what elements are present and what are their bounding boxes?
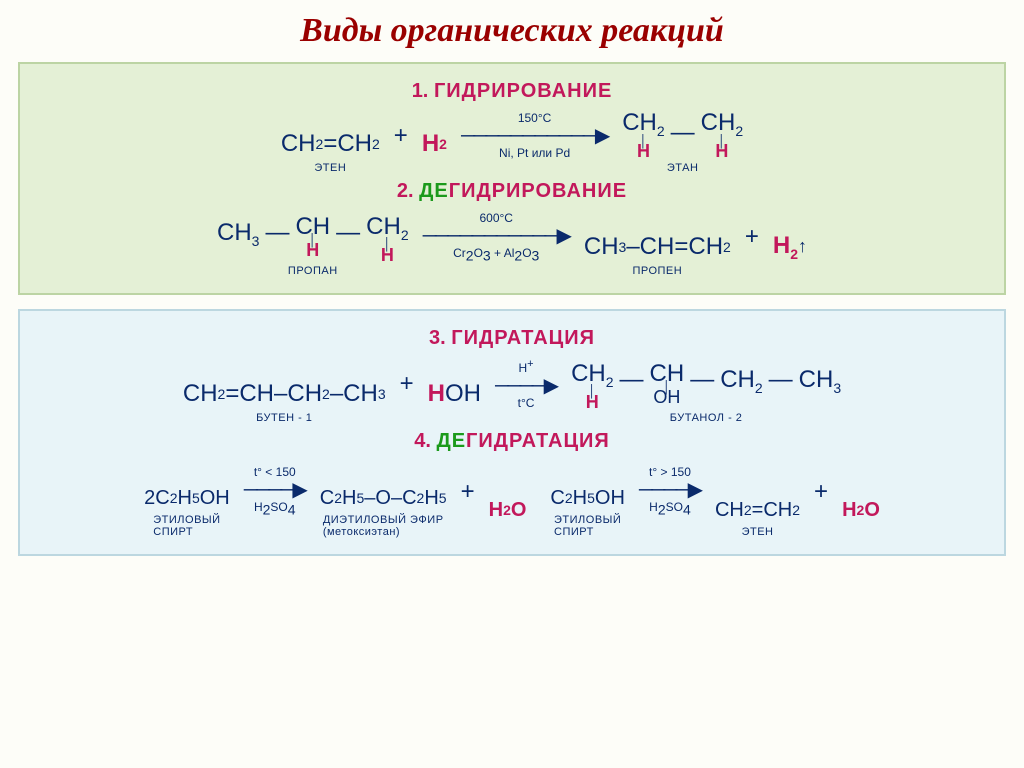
equation-4a: 2C2H5OH ЭТИЛОВЫЙСПИРТ t° < 150 ────▶ H2S… — [144, 465, 526, 537]
equation-4-row: 2C2H5OH ЭТИЛОВЫЙСПИРТ t° < 150 ────▶ H2S… — [34, 461, 990, 539]
plus-icon: + — [745, 223, 759, 265]
eq3-left: CH2=CH–CH2–CH3 БУТЕН - 1 — [183, 380, 386, 424]
equation-2: CH3— CH│H — CH2│H ПРОПАН 600°C ─────────… — [34, 211, 990, 277]
section-2-header: 2. ДЕГИДРИРОВАНИЕ — [34, 180, 990, 203]
sec1-num: 1. — [412, 80, 429, 102]
eq1-reagent: H2 — [422, 130, 447, 174]
eq2-right: CH3–CH=CH2 ПРОПЕН — [584, 233, 731, 277]
panel-hydration: 3. ГИДРАТАЦИЯ CH2=CH–CH2–CH3 БУТЕН - 1 +… — [18, 309, 1006, 555]
eq2-left: CH3— CH│H — CH2│H ПРОПАН — [217, 219, 409, 278]
arrow-1: 150°C ───────────▶ Ni, Pt или Pd — [461, 111, 608, 174]
plus-icon: + — [400, 370, 414, 412]
eq3-right: CH2│H — CH│OH — CH2—CH3 БУТАНОЛ - 2 — [571, 366, 841, 425]
equation-3: CH2=CH–CH2–CH3 БУТЕН - 1 + HOH H+ ────▶ … — [34, 358, 990, 424]
section-3-header: 3. ГИДРАТАЦИЯ — [34, 327, 990, 350]
eq1-right: CH2│H — CH2│H ЭТАН — [622, 115, 743, 174]
panel-hydro: 1. ГИДРИРОВАНИЕ CH2=CH2 ЭТЕН + H2 150°C … — [18, 62, 1006, 295]
section-4-header: 4. ДЕГИДРАТАЦИЯ — [34, 430, 990, 453]
plus-icon: + — [394, 122, 408, 164]
equation-4b: C2H5OH ЭТИЛОВЫЙСПИРТ t° > 150 ────▶ H2SO… — [550, 465, 879, 537]
arrow-2: 600°C ───────────▶ Cr2O3 + Al2O3 — [423, 211, 570, 277]
equation-1: CH2=CH2 ЭТЕН + H2 150°C ───────────▶ Ni,… — [34, 111, 990, 174]
sec1-word: ГИДРИРОВАНИЕ — [434, 80, 612, 102]
section-1-header: 1. ГИДРИРОВАНИЕ — [34, 80, 990, 103]
eq2-byproduct: H2↑ — [773, 232, 807, 278]
eq1-left: CH2=CH2 ЭТЕН — [281, 130, 380, 174]
eq3-reagent: HOH — [428, 380, 481, 424]
arrow-3: H+ ────▶ t°C — [495, 358, 557, 424]
page-title: Виды органических реакций — [18, 12, 1006, 50]
